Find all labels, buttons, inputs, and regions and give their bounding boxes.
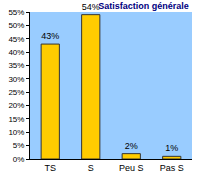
svg-text:45%: 45% [8,35,24,44]
svg-text:10%: 10% [8,128,24,137]
svg-text:30%: 30% [8,75,24,84]
svg-text:20%: 20% [8,101,24,110]
svg-text:25%: 25% [8,88,24,97]
svg-text:50%: 50% [8,21,24,30]
svg-text:0%: 0% [13,155,25,164]
svg-text:15%: 15% [8,115,24,124]
svg-text:55%: 55% [8,8,24,17]
svg-text:54%: 54% [82,2,100,12]
svg-text:43%: 43% [41,31,59,41]
svg-text:S: S [88,163,94,173]
svg-text:40%: 40% [8,48,24,57]
svg-text:Pas S: Pas S [160,163,184,173]
svg-text:TS: TS [44,163,56,173]
svg-text:Peu S: Peu S [119,163,144,173]
svg-text:1%: 1% [165,143,178,153]
svg-text:5%: 5% [13,141,25,150]
svg-text:Satisfaction générale: Satisfaction générale [98,1,189,11]
svg-text:2%: 2% [125,141,138,151]
svg-text:35%: 35% [8,61,24,70]
